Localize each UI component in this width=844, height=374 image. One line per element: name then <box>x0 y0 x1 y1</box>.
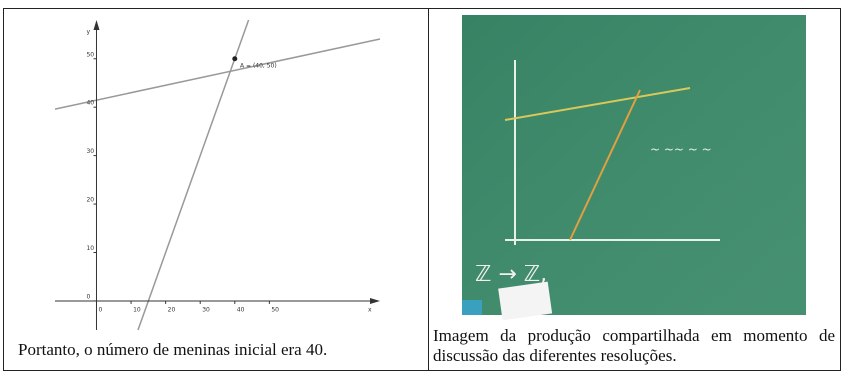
graph-line <box>138 20 249 330</box>
y-tick-label: 10 <box>86 245 94 252</box>
x-tick-label: 30 <box>202 306 210 313</box>
sleeve <box>462 300 482 315</box>
x-axis-arrow <box>370 298 380 304</box>
x-tick-label: 50 <box>271 306 279 313</box>
y-tick-label: 0 <box>86 293 90 300</box>
page: x y 0 10 20 30 40 50 0 10 20 30 40 50 A = (40, 50) ~ ~… <box>0 0 844 374</box>
y-tick-label: 50 <box>86 51 94 58</box>
y-tick-label: 30 <box>86 148 94 155</box>
point-label: A = (40, 50) <box>240 63 277 70</box>
x-tick-label: 40 <box>237 306 245 313</box>
caption: Imagem da produção compartilhada em mome… <box>433 326 835 366</box>
document: x y 0 10 20 30 40 50 0 10 20 30 40 50 A = (40, 50) ~ ~… <box>0 0 844 374</box>
graph: x y 0 10 20 30 40 50 0 10 20 30 40 50 A = (40, 50) <box>55 20 380 330</box>
x-tick-label: 20 <box>168 306 176 313</box>
x-tick-label: 10 <box>133 306 141 313</box>
x-axis-label: x <box>368 306 372 313</box>
caption: Portanto, o número de meninas inicial er… <box>18 340 418 360</box>
graph-line <box>55 39 380 109</box>
y-axis-arrow <box>93 20 99 30</box>
y-axis-label: y <box>86 29 90 36</box>
y-tick-label: 20 <box>86 197 94 204</box>
chalk-scribble: ℤ → ℤ, <box>475 262 547 287</box>
chalk-scribble: ~ ~~ ~ ~ <box>650 143 712 157</box>
photo: ~ ~~ ~ ~ ℤ → ℤ, <box>462 15 806 320</box>
y-tick-label: 40 <box>86 100 94 107</box>
point <box>232 56 237 61</box>
x-tick-label: 0 <box>98 306 102 313</box>
